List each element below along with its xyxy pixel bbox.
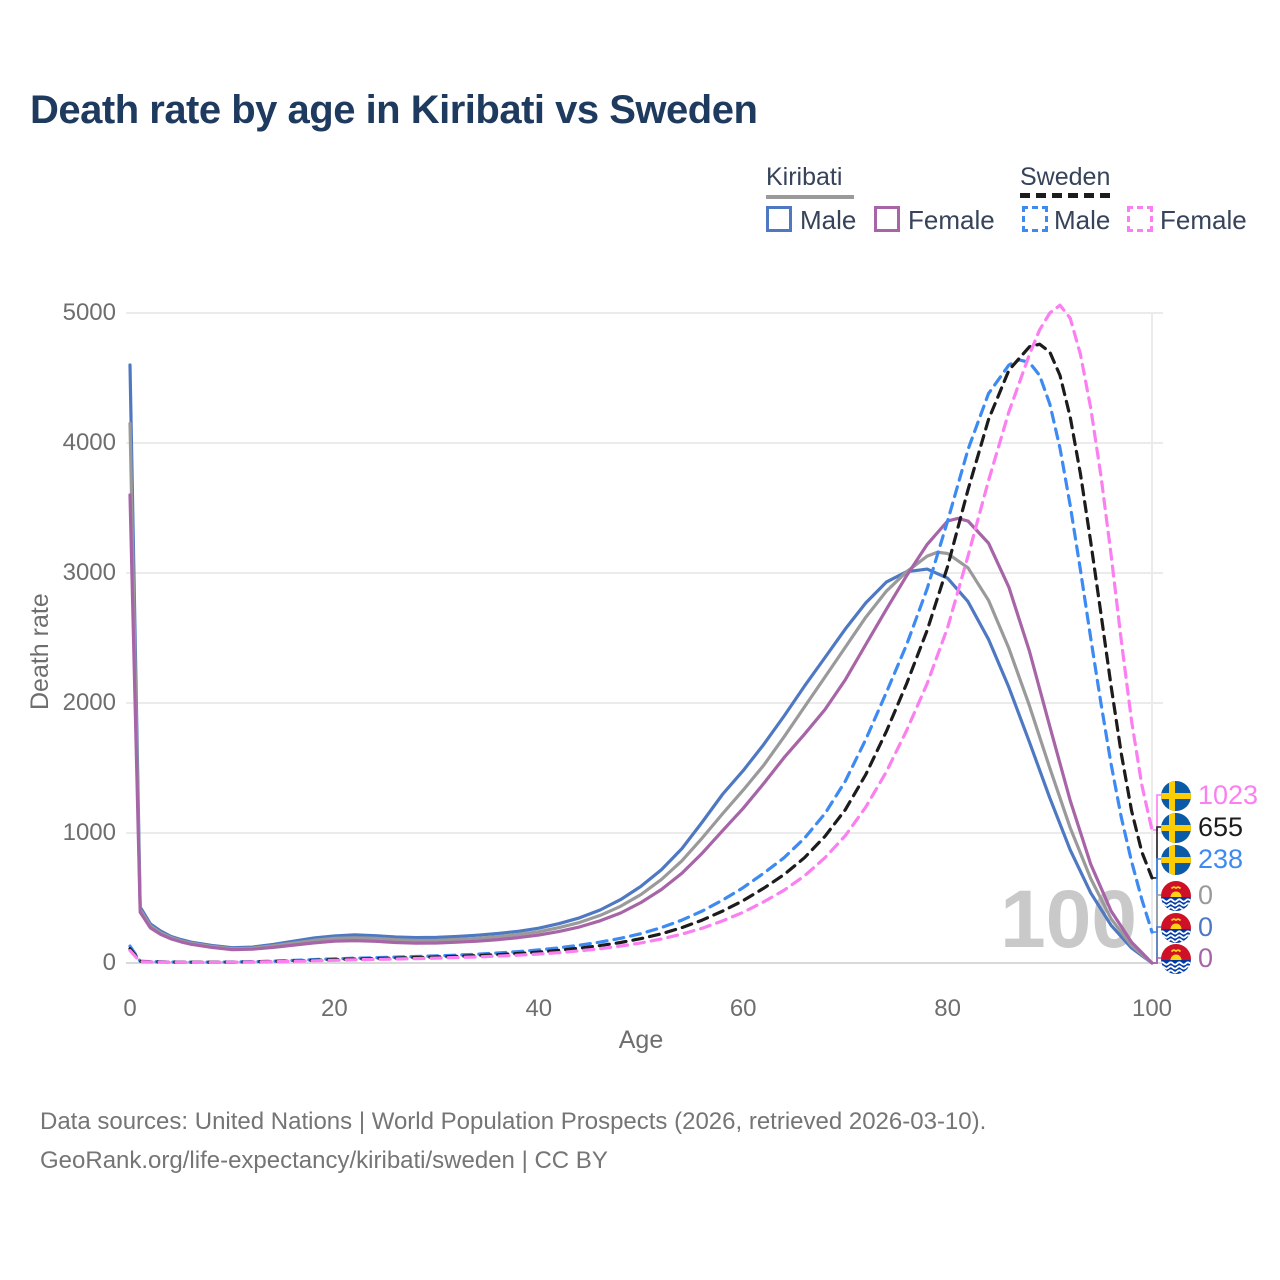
end-label-row: 0 [1161,912,1213,943]
end-value: 238 [1198,844,1244,874]
x-tick-label: 40 [525,995,553,1022]
y-tick-label: 4000 [62,429,116,456]
end-label-connector [1153,826,1161,879]
x-tick-label: 60 [729,995,757,1022]
y-tick-label: 5000 [62,299,116,326]
legend-swatch-kiribati-male[interactable] [766,206,792,232]
end-label-connector [1153,957,1161,964]
x-tick-label: 20 [321,995,348,1022]
y-tick-label: 0 [102,949,116,976]
legend-kiribati-underline [766,195,854,199]
end-value: 1023 [1198,780,1259,810]
end-label-row: 1023 [1161,780,1258,811]
kiribati-flag-icon [1161,943,1191,974]
legend-swatch-kiribati-female[interactable] [874,206,900,232]
end-value: 0 [1198,943,1214,973]
legend-sweden-underline [1020,193,1110,198]
end-value: 0 [1198,880,1214,910]
page-title: Death rate by age in Kiribati vs Sweden [30,88,758,132]
x-tick-label: 80 [934,995,961,1022]
legend-swatch-sweden-male[interactable] [1022,206,1048,232]
line-kiribati_total [128,421,1154,965]
legend-label-sweden-female[interactable]: Female [1160,205,1247,235]
end-label-row: 655 [1161,812,1243,843]
end-value: 0 [1198,912,1214,942]
y-tick-label: 2000 [62,689,116,716]
legend-label-kiribati-female[interactable]: Female [908,205,995,235]
end-label-connector [1153,794,1161,831]
end-label-row: 0 [1161,943,1213,974]
sweden-flag-icon [1161,812,1191,843]
line-sweden_total [128,342,1154,964]
legend-group-sweden-label: Sweden [1020,163,1111,191]
line-sweden_male [128,358,1154,964]
line-kiribati_male [128,363,1154,965]
line-kiribati_female [128,493,1154,965]
age-counter-watermark: 100 [1000,874,1137,965]
line-sweden_female [128,303,1154,964]
x-tick-label: 100 [1131,995,1173,1022]
legend-label-kiribati-male[interactable]: Male [800,205,857,235]
sweden-flag-icon [1161,844,1191,875]
legend-group-kiribati-label: Kiribati [766,163,843,191]
kiribati-flag-icon [1161,912,1191,943]
attribution-link-text[interactable]: GeoRank.org/life-expectancy/kiribati/swe… [40,1147,608,1174]
sweden-flag-icon [1161,780,1191,811]
end-label-row: 238 [1161,844,1243,875]
end-label-row: 0 [1161,880,1213,911]
end-value: 655 [1198,812,1244,842]
y-tick-label: 1000 [62,819,116,846]
x-axis-title: Age [618,1026,664,1054]
y-tick-label: 3000 [62,559,116,586]
x-tick-label: 0 [123,995,137,1022]
data-sources-text: Data sources: United Nations | World Pop… [40,1108,987,1135]
legend-label-sweden-male[interactable]: Male [1054,205,1111,235]
legend-swatch-sweden-female[interactable] [1127,206,1153,232]
kiribati-flag-icon [1161,880,1191,911]
